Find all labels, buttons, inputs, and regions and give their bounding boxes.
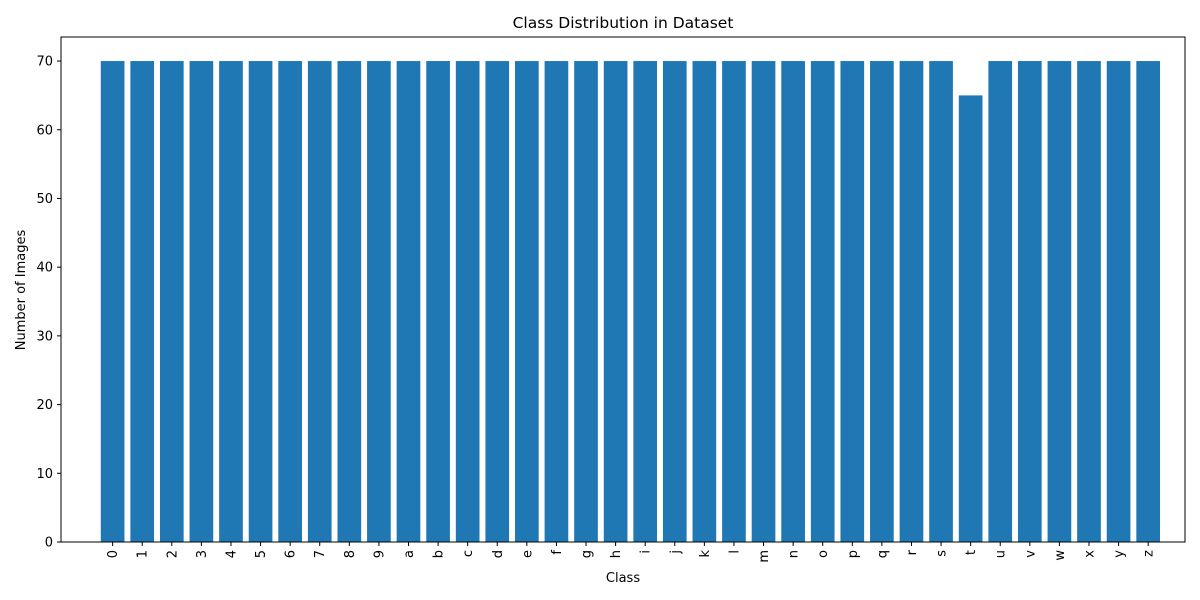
bar-0 [100, 61, 125, 543]
bar-m [751, 61, 776, 543]
x-tick-label-t: t [964, 550, 979, 555]
x-axis: 0 1 2 3 4 5 6 7 8 9 a b c d e f g h i j k l m n o p q r s t u v w x y z [106, 542, 1157, 563]
x-tick-label-y: y [1112, 550, 1127, 558]
bar-s [929, 61, 953, 543]
x-tick-label-5: 5 [254, 550, 269, 558]
bar-a [396, 61, 421, 543]
bar-8 [337, 61, 362, 543]
x-tick-label-b: b [432, 550, 447, 558]
bar-y [1106, 61, 1131, 543]
bar-j [662, 61, 687, 543]
x-tick-label-q: q [875, 550, 890, 558]
bar-4 [219, 61, 243, 543]
bar-w [1047, 61, 1072, 543]
y-tick-label: 50 [36, 192, 53, 207]
y-tick-label: 20 [36, 398, 53, 413]
bar-l [722, 61, 746, 543]
chart-title: Class Distribution in Dataset [513, 14, 734, 32]
x-tick-label-u: u [994, 550, 1009, 558]
x-tick-label-6: 6 [284, 550, 299, 558]
bar-6 [278, 61, 302, 543]
bar-z [1136, 61, 1160, 543]
x-axis-label: Class [606, 571, 640, 586]
x-tick-label-a: a [402, 550, 417, 558]
y-tick-label: 60 [36, 123, 53, 138]
x-tick-label-z: z [1142, 550, 1157, 557]
bar-1 [130, 61, 155, 543]
bar-b [426, 61, 450, 543]
plot-frame [60, 36, 1186, 543]
x-tick-label-0: 0 [106, 550, 121, 558]
y-axis-label: Number of Images [14, 230, 29, 351]
bar-f [544, 61, 569, 543]
x-tick-label-e: e [520, 550, 535, 558]
x-tick-label-h: h [609, 550, 624, 558]
x-tick-label-1: 1 [136, 550, 151, 558]
bar-7 [307, 61, 332, 543]
bar-3 [189, 61, 214, 543]
x-tick-label-s: s [935, 550, 950, 557]
x-tick-label-l: l [727, 550, 742, 554]
y-tick-label: 10 [36, 467, 53, 482]
bars-group [100, 61, 1160, 543]
x-tick-label-4: 4 [224, 550, 239, 558]
bar-v [1017, 61, 1042, 543]
bar-d [485, 61, 510, 543]
bar-2 [159, 61, 184, 543]
bar-u [988, 61, 1013, 543]
bar-9 [367, 61, 391, 543]
bar-p [840, 61, 865, 543]
bar-e [515, 61, 539, 543]
y-axis: 0 10 20 30 40 50 60 70 [36, 55, 61, 551]
bar-k [692, 61, 717, 543]
x-tick-label-8: 8 [343, 550, 358, 558]
x-tick-label-p: p [846, 550, 861, 558]
x-tick-label-f: f [550, 550, 565, 555]
x-tick-label-j: j [668, 550, 683, 555]
x-tick-label-2: 2 [165, 550, 180, 558]
x-tick-label-7: 7 [313, 550, 328, 558]
bar-o [810, 61, 835, 543]
y-tick-label: 70 [36, 55, 53, 70]
y-tick-label: 30 [36, 329, 53, 344]
bar-n [781, 61, 805, 543]
y-tick-label: 0 [45, 536, 53, 551]
x-tick-label-c: c [461, 550, 476, 557]
x-tick-label-r: r [905, 549, 920, 555]
x-tick-label-d: d [491, 550, 506, 558]
bar-h [603, 61, 628, 543]
x-tick-label-w: w [1053, 550, 1068, 561]
x-tick-label-x: x [1082, 550, 1097, 558]
x-tick-label-o: o [816, 550, 831, 558]
bar-x [1077, 61, 1101, 543]
bar-g [574, 61, 598, 543]
x-tick-label-i: i [639, 550, 654, 554]
x-tick-label-k: k [698, 550, 713, 558]
bar-q [870, 61, 894, 543]
y-tick-label: 40 [36, 261, 53, 276]
x-tick-label-g: g [580, 550, 595, 558]
bar-5 [248, 61, 273, 543]
bar-i [633, 61, 658, 543]
x-tick-label-3: 3 [195, 550, 210, 558]
x-tick-label-n: n [787, 550, 802, 558]
bar-t [958, 95, 983, 543]
bar-c [455, 61, 480, 543]
x-tick-label-9: 9 [372, 550, 387, 558]
x-tick-label-v: v [1023, 550, 1038, 558]
bar-r [899, 61, 924, 543]
x-tick-label-m: m [757, 550, 772, 563]
